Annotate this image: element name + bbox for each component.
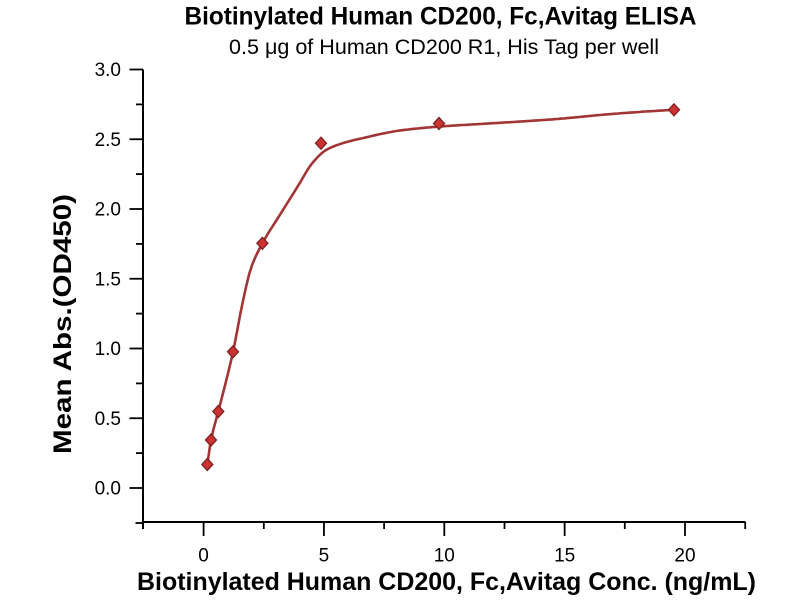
svg-text:15: 15 <box>554 545 575 566</box>
svg-text:3.0: 3.0 <box>95 60 121 81</box>
svg-text:0.5 μg of Human CD200 R1, His: 0.5 μg of Human CD200 R1, His Tag per we… <box>229 36 659 59</box>
svg-text:Biotinylated Human CD200, Fc,A: Biotinylated Human CD200, Fc,Avitag Conc… <box>137 568 756 596</box>
svg-text:0: 0 <box>198 545 209 566</box>
svg-text:0.0: 0.0 <box>95 479 121 500</box>
svg-text:2.0: 2.0 <box>95 200 121 221</box>
svg-text:1.5: 1.5 <box>95 269 121 290</box>
svg-text:5: 5 <box>319 545 330 566</box>
svg-text:Biotinylated Human CD200, Fc,A: Biotinylated Human CD200, Fc,Avitag ELIS… <box>185 2 697 30</box>
svg-text:10: 10 <box>434 545 455 566</box>
svg-text:1.0: 1.0 <box>95 339 121 360</box>
svg-text:2.5: 2.5 <box>95 130 121 151</box>
svg-text:0.5: 0.5 <box>95 409 121 430</box>
svg-text:Mean Abs.(OD450): Mean Abs.(OD450) <box>49 194 77 454</box>
svg-text:20: 20 <box>674 545 695 566</box>
